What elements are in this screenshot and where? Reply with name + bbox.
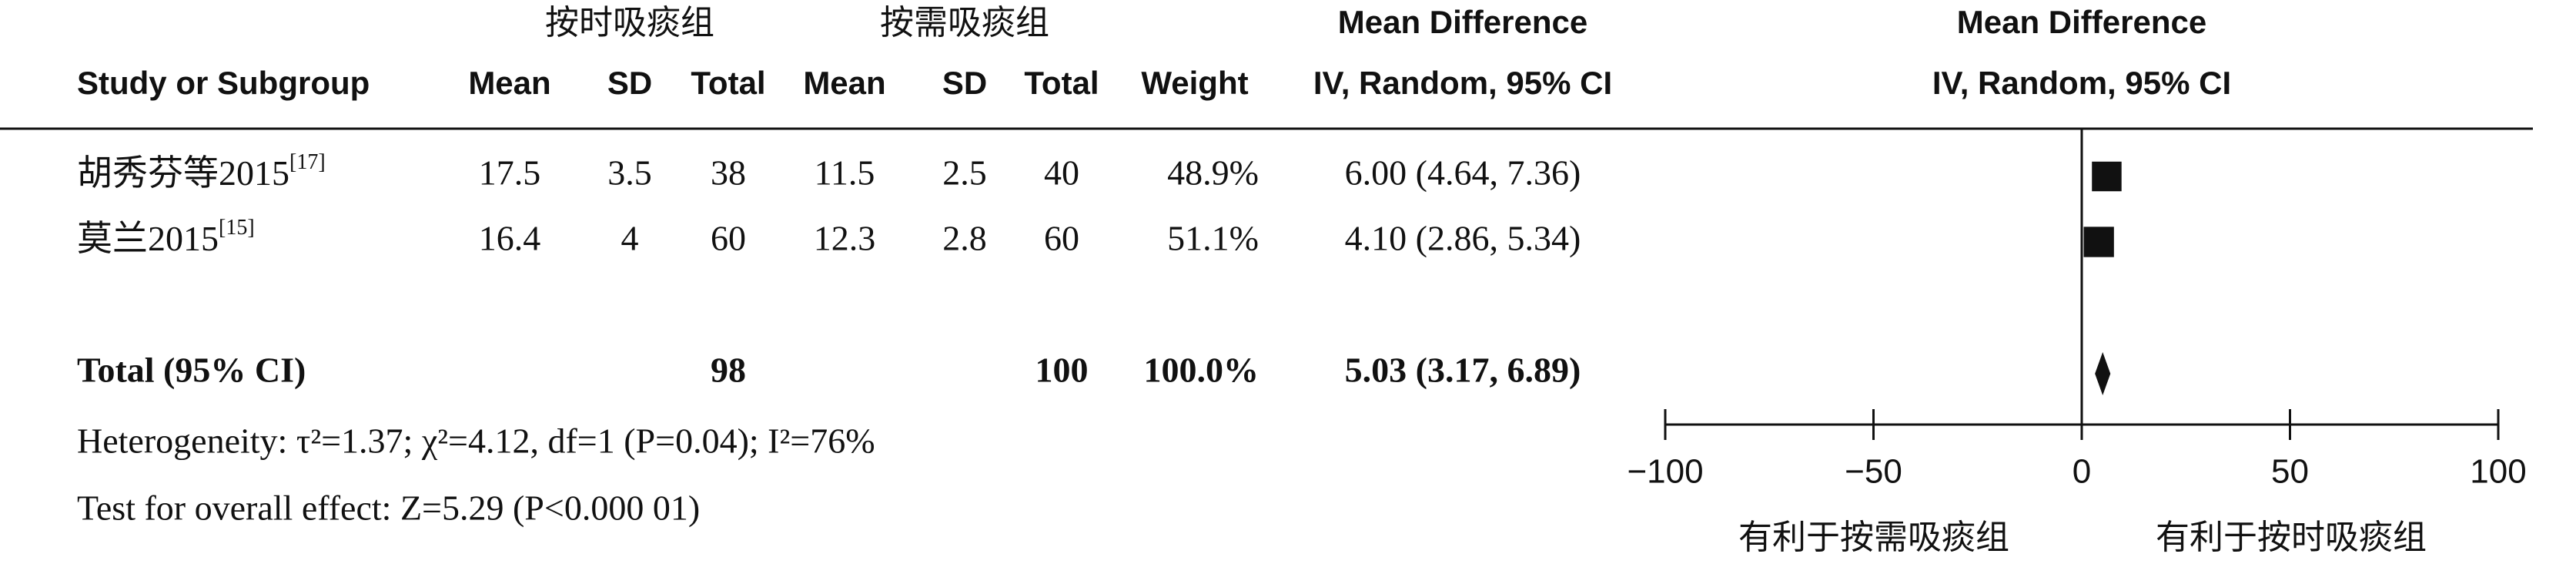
total-cell: 98	[711, 351, 746, 390]
heterogeneity: Heterogeneity: τ²=1.37; χ²=4.12, df=1 (P…	[77, 421, 875, 461]
total-label: Total (95% CI)	[77, 351, 306, 390]
column-header: Weight	[1141, 65, 1248, 101]
x-tick-label: 0	[2073, 453, 2091, 491]
plot-header: IV, Random, 95% CI	[1932, 65, 2231, 101]
study-name: 莫兰2015[15]	[77, 216, 255, 257]
total-mean-difference: 5.03 (3.17, 6.89)	[1345, 351, 1581, 390]
reference: [15]	[219, 216, 255, 240]
study-label: 胡秀芬等2015	[77, 153, 289, 193]
column-header: Total	[691, 65, 765, 101]
overall-effect: Test for overall effect: Z=5.29 (P<0.000…	[77, 488, 700, 528]
weight: 48.9%	[1167, 153, 1259, 193]
cell: 12.3	[814, 219, 876, 258]
group-header: 按时吸痰组	[545, 3, 714, 42]
column-header: SD	[607, 65, 652, 101]
cell: 17.5	[479, 153, 541, 193]
x-tick-label: 100	[2470, 453, 2526, 491]
column-header: IV, Random, 95% CI	[1313, 65, 1612, 101]
study-label: 莫兰2015	[77, 219, 219, 258]
mean-difference: 4.10 (2.86, 5.34)	[1345, 219, 1581, 258]
column-header: Mean	[803, 65, 885, 101]
favours-label: 有利于按时吸痰组	[2156, 518, 2427, 557]
cell: 38	[711, 153, 746, 193]
x-tick-label: 50	[2271, 453, 2309, 491]
column-header: Mean	[468, 65, 550, 101]
x-tick-label: −100	[1627, 453, 1703, 491]
cell: 40	[1044, 153, 1079, 193]
cell: 60	[711, 219, 746, 258]
cell: 3.5	[607, 153, 652, 193]
column-header: Mean Difference	[1338, 4, 1587, 40]
total-cell: 100	[1035, 351, 1089, 390]
effect-square	[2092, 161, 2122, 192]
favours-label: 有利于按需吸痰组	[1738, 518, 2009, 557]
reference: [17]	[289, 150, 326, 174]
column-header: Study or Subgroup	[77, 65, 370, 101]
weight: 51.1%	[1167, 219, 1259, 258]
effect-square	[2083, 227, 2114, 257]
cell: 2.8	[942, 219, 987, 258]
column-header: Total	[1024, 65, 1099, 101]
cell: 2.5	[942, 153, 987, 193]
cell: 60	[1044, 219, 1079, 258]
group-header: 按需吸痰组	[880, 3, 1049, 42]
summary-diamond	[2095, 352, 2111, 395]
study-name: 胡秀芬等2015[17]	[77, 150, 326, 192]
cell: 4	[621, 219, 639, 258]
cell: 11.5	[815, 153, 875, 193]
mean-difference: 6.00 (4.64, 7.36)	[1345, 153, 1581, 193]
cell: 16.4	[479, 219, 541, 258]
x-tick-label: −50	[1845, 453, 1902, 491]
plot-header: Mean Difference	[1957, 4, 2206, 40]
total-weight: 100.0%	[1144, 351, 1260, 390]
column-header: SD	[942, 65, 987, 101]
